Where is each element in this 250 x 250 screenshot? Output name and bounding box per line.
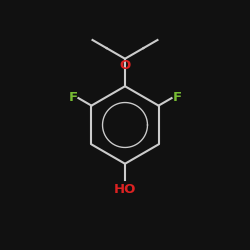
Text: O: O bbox=[120, 59, 130, 72]
Text: F: F bbox=[172, 90, 182, 104]
Text: F: F bbox=[68, 90, 78, 104]
Text: HO: HO bbox=[114, 183, 136, 196]
